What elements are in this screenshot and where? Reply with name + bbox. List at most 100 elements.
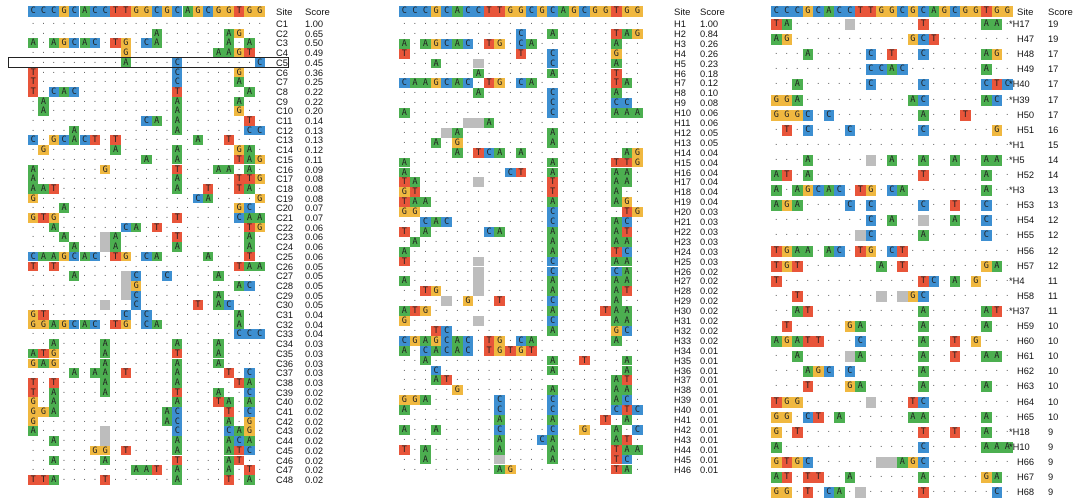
match-dot: · [49,58,59,68]
match-dot: · [121,174,131,184]
match-dot: · [213,213,223,223]
match-dot: · [771,49,782,60]
match-dot: · [960,200,971,211]
match-dot: · [203,271,213,281]
score-label: 0.05 [700,128,718,138]
match-dot: · [824,276,835,287]
mismatch-base: G [632,147,643,158]
mismatch-base: T [244,116,255,126]
site-label: H31 [674,316,691,326]
match-dot: · [908,140,919,151]
match-dot: · [59,97,69,107]
match-dot: · [579,217,590,227]
match-dot: · [80,126,90,136]
mismatch-base: T [172,164,183,174]
match-dot: · [141,349,151,359]
mismatch-base: A [547,276,558,286]
match-dot: · [622,296,633,306]
mismatch-base: T [621,207,633,217]
match-dot: · [69,397,79,407]
match-dot: · [516,385,527,395]
match-dot: · [152,184,162,194]
match-dot: · [971,351,982,362]
match-dot: · [121,339,131,349]
match-dot: · [69,407,79,417]
match-dot: · [600,217,611,227]
match-dot: · [420,158,431,168]
match-dot: · [569,69,580,79]
match-dot: · [213,87,223,97]
match-dot: · [100,77,110,87]
mismatch-base: C [621,217,633,227]
match-dot: · [569,425,580,435]
match-dot: · [887,200,898,211]
mismatch-base: A [611,424,622,435]
mismatch-base: A [918,230,929,242]
match-dot: · [484,138,495,148]
site-label: C30 [276,300,293,310]
match-dot: · [992,140,1003,151]
match-dot: · [579,267,590,277]
match-dot: · [203,339,213,349]
match-dot: · [855,397,866,408]
match-dot: · [183,48,193,58]
match-dot: · [90,87,100,97]
mismatch-base: A [452,335,463,346]
mismatch-base: A [223,455,234,465]
match-dot: · [600,296,611,306]
match-dot: · [929,49,940,60]
match-dot: · [558,98,569,108]
mismatch-base: C [462,38,474,49]
match-dot: · [960,472,971,483]
match-dot: · [845,140,856,151]
match-dot: · [183,77,193,87]
mismatch-base: A [547,415,558,425]
match-dot: · [162,388,172,398]
mismatch-base: T [813,336,824,348]
match-dot: · [183,262,193,272]
match-dot: · [505,306,516,316]
match-dot: · [131,368,141,378]
match-dot: · [845,306,856,317]
match-dot: · [579,227,590,237]
match-dot: · [255,19,265,29]
match-dot: · [992,397,1003,408]
mismatch-base: C [918,79,929,91]
match-dot: · [410,98,421,108]
match-dot: · [452,108,463,118]
match-dot: · [59,291,69,301]
mismatch-base: T [494,296,505,306]
mismatch-base: A [802,154,813,166]
mismatch-base: A [547,444,558,455]
match-dot: · [224,58,234,68]
match-dot: · [834,472,845,483]
site-label: *H17 [1009,19,1030,29]
match-dot: · [28,300,38,310]
reference-base: G [600,6,611,17]
match-dot: · [569,138,580,148]
match-dot: · [803,95,814,106]
match-dot: · [255,29,265,39]
mismatch-base: T [399,48,410,59]
match-dot: · [193,359,203,369]
match-dot: · [224,271,234,281]
match-dot: · [824,306,835,317]
match-dot: · [213,368,223,378]
mismatch-base: T [855,185,866,197]
match-dot: · [172,300,182,310]
match-dot: · [59,155,69,165]
match-dot: · [484,197,495,207]
mismatch-base: T [918,19,929,30]
match-dot: · [90,223,100,233]
mismatch-base: C [505,167,516,177]
match-dot: · [1002,487,1013,498]
match-dot: · [590,346,601,356]
mismatch-base: A [38,183,49,194]
match-dot: · [90,97,100,107]
match-dot: · [420,177,431,187]
site-label: H14 [674,148,691,158]
match-dot: · [632,415,643,425]
match-dot: · [162,165,172,175]
match-dot: · [410,356,421,366]
match-dot: · [834,49,845,60]
